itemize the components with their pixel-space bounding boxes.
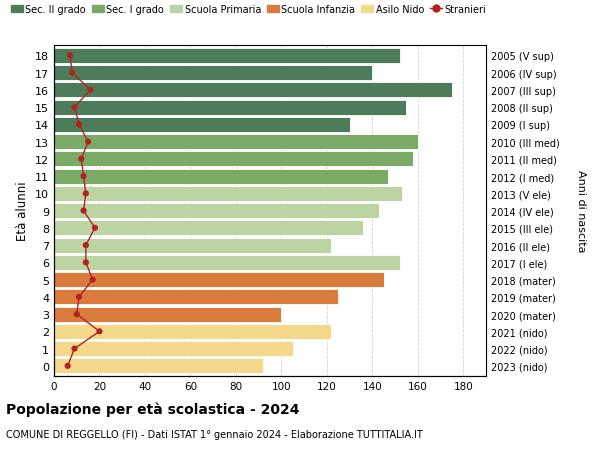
Point bbox=[63, 363, 73, 370]
Point bbox=[67, 70, 77, 77]
Point bbox=[74, 294, 84, 301]
Point bbox=[65, 52, 75, 60]
Point bbox=[83, 139, 93, 146]
Bar bbox=[54, 83, 452, 98]
Point bbox=[81, 190, 91, 197]
Text: COMUNE DI REGGELLO (FI) - Dati ISTAT 1° gennaio 2024 - Elaborazione TUTTITALIA.I: COMUNE DI REGGELLO (FI) - Dati ISTAT 1° … bbox=[6, 429, 423, 439]
Text: Popolazione per età scolastica - 2024: Popolazione per età scolastica - 2024 bbox=[6, 402, 299, 416]
Point bbox=[88, 276, 97, 284]
Point bbox=[79, 173, 88, 180]
Bar bbox=[54, 238, 331, 253]
Bar bbox=[54, 66, 373, 81]
Point bbox=[79, 207, 88, 215]
Point bbox=[90, 225, 100, 232]
Y-axis label: Età alunni: Età alunni bbox=[16, 181, 29, 241]
Bar bbox=[54, 307, 281, 322]
Bar bbox=[54, 100, 406, 115]
Point bbox=[86, 87, 95, 95]
Point bbox=[70, 104, 79, 112]
Bar bbox=[54, 272, 383, 287]
Point bbox=[95, 328, 104, 335]
Bar bbox=[54, 186, 402, 202]
Point bbox=[76, 156, 86, 163]
Bar bbox=[54, 169, 388, 184]
Bar bbox=[54, 49, 400, 64]
Point bbox=[74, 121, 84, 129]
Point bbox=[81, 242, 91, 249]
Legend: Sec. II grado, Sec. I grado, Scuola Primaria, Scuola Infanzia, Asilo Nido, Stran: Sec. II grado, Sec. I grado, Scuola Prim… bbox=[11, 5, 487, 15]
Point bbox=[72, 311, 82, 318]
Bar bbox=[54, 221, 363, 236]
Bar bbox=[54, 358, 263, 374]
Bar bbox=[54, 255, 400, 270]
Bar bbox=[54, 290, 338, 305]
Point bbox=[81, 259, 91, 266]
Bar bbox=[54, 204, 379, 219]
Point bbox=[70, 345, 79, 353]
Y-axis label: Anni di nascita: Anni di nascita bbox=[576, 170, 586, 252]
Bar bbox=[54, 152, 413, 167]
Bar bbox=[54, 341, 293, 356]
Bar bbox=[54, 135, 418, 150]
Bar bbox=[54, 118, 350, 133]
Bar bbox=[54, 324, 331, 339]
